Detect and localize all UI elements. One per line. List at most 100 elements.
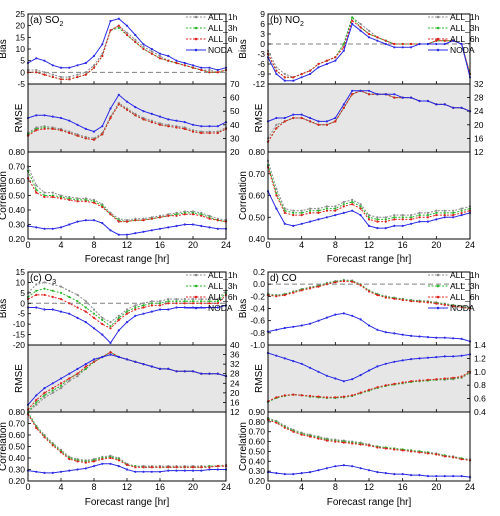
data-point [309,287,312,290]
y-tick-label: 0.4 [474,407,486,417]
data-point [175,370,178,373]
y-tick-label: -3 [257,49,265,59]
data-point [426,301,429,304]
y-tick-label: -5 [17,309,25,319]
data-point [216,465,219,468]
data-point [359,443,362,446]
y-tick-label: 0 [20,298,25,308]
data-point [367,444,371,447]
data-point [35,470,38,473]
data-point [76,372,79,375]
data-point [418,211,421,214]
data-point [292,430,295,433]
series-line-ALL_3h [27,170,227,223]
data-point [401,218,404,221]
data-point [384,93,387,96]
data-point [150,470,153,473]
data-point [101,206,104,209]
data-point [167,466,170,469]
data-point [426,378,429,381]
panel-title: (c) O3 [30,273,56,286]
data-point [51,471,54,474]
data-point [410,218,413,221]
data-point [134,308,137,311]
data-point [134,360,137,363]
data-point [367,369,371,372]
data-point [51,127,54,130]
data-point [401,224,404,227]
data-point [35,71,38,74]
series-line-ALL_1h [27,166,227,221]
data-point [51,73,54,76]
data-point [283,294,286,297]
data-point [51,389,54,392]
y-tick-label: -15 [13,330,26,340]
data-point [208,372,211,375]
data-point [300,72,303,76]
data-point [351,465,354,468]
data-point [351,203,354,206]
data-point [452,376,455,379]
data-point [325,316,328,319]
data-point [435,378,438,381]
data-point [292,473,295,476]
data-point [76,316,79,319]
data-point [426,220,429,223]
data-point [359,391,362,394]
data-point [125,100,129,103]
data-point [418,300,421,303]
y-tick-label: -0.8 [250,328,265,338]
data-point [443,455,446,458]
data-point [300,214,303,217]
y-tick-label: 0.50 [248,446,265,456]
data-point [183,61,186,65]
data-point [317,211,320,214]
legend-marker-ALL_6h [436,37,440,41]
data-point [183,306,186,309]
data-point [418,474,421,477]
data-point [376,93,379,96]
data-point [84,219,87,222]
data-point [376,365,379,368]
legend-label: ALL_3h [450,23,480,33]
data-point [435,302,438,305]
data-point [283,72,286,76]
data-point [59,116,63,120]
legend-marker-ALL_3h [194,26,198,30]
data-point [359,284,362,287]
data-point [183,300,186,303]
data-point [351,198,354,201]
y-tick-label: 1.4 [474,340,486,350]
data-point [84,200,87,203]
data-point [68,78,71,81]
data-point [309,322,312,325]
data-point [191,466,195,469]
data-point [359,214,362,217]
data-point [216,302,219,305]
data-point [275,194,278,197]
data-point [426,214,429,217]
data-point [452,209,455,212]
data-point [443,377,446,380]
data-point [68,377,71,380]
data-point [300,76,303,79]
data-point [275,192,278,195]
legend-marker-NODA [436,48,440,52]
y-tick-label: 0.50 [8,442,25,452]
data-point [84,306,87,309]
data-point [300,113,303,116]
data-point [142,43,145,46]
data-point [384,472,387,475]
data-point [300,433,303,436]
data-point [59,384,63,387]
data-point [76,134,79,137]
data-point [309,435,312,438]
data-point [134,304,137,307]
y-tick-label: 40 [230,340,240,350]
x-tick-label: 12 [122,240,132,250]
data-point [283,79,286,82]
data-point [275,72,278,76]
data-point [367,36,371,39]
data-point [359,203,362,206]
data-point [334,465,337,468]
